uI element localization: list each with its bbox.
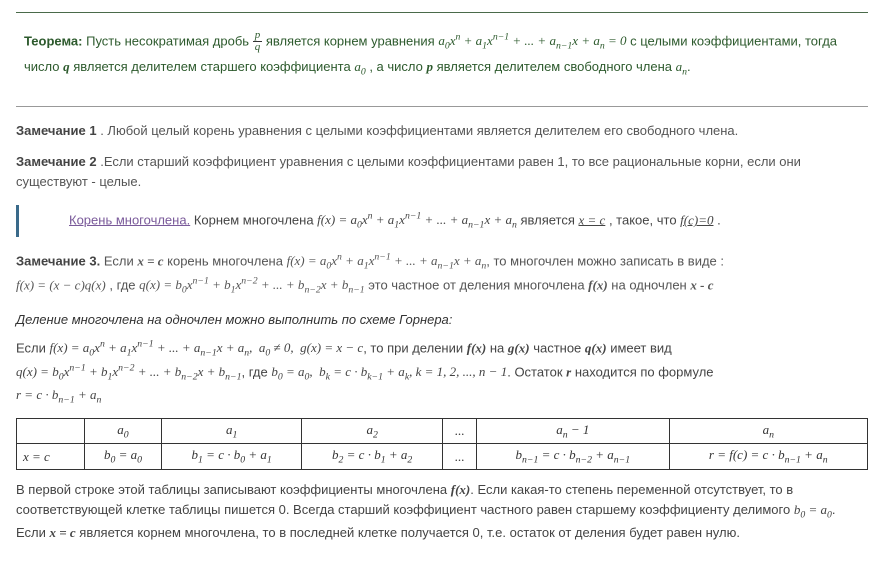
table-row-data: x = c b0 = a0 b1 = c · b0 + a1 b2 = c · … [17,444,868,470]
tr5: bn−1 = c · bn−2 + an−1 [477,444,669,470]
def-text-2: является [520,212,578,227]
th2: a1 [161,418,301,444]
th5: an − 1 [477,418,669,444]
remark3-label: Замечание 3. [16,253,100,268]
r3-text-3: , то многочлен можно записать в виде : [486,253,724,268]
hp-text-1: Если [16,340,49,355]
r3-line2-where: , где [109,277,139,292]
theorem-formula-1: a0xn + a1xn−1 + ... + an−1x + an = 0 [438,33,626,48]
hp-r-i: r [566,364,571,379]
th4: ... [442,418,476,444]
def-xc: x = c [579,212,606,227]
tr2: b1 = c · b0 + a1 [161,444,301,470]
definition-link[interactable]: Корень многочлена. [69,212,190,227]
theorem-period: . [687,59,691,74]
ft-fx-i: f(x) [451,482,471,497]
remark1-label: Замечание 1 [16,123,97,138]
frac-den: q [253,42,263,53]
hp-text-3: на [490,340,508,355]
tr0: x = c [17,444,85,470]
hp-line2-text2: находится по формуле [575,364,714,379]
def-text-3: , такое, что [609,212,680,227]
theorem-block: Теорема: Пусть несократимая дробь p q яв… [16,25,868,92]
theorem-text-2: является корнем уравнения [266,33,439,48]
remark-2: Замечание 2 .Если старший коэффициент ур… [16,152,868,191]
theorem-an: an [676,59,687,74]
ft-eq: b0 = a0 [794,502,832,517]
def-text-1: Корнем многочлена [194,212,317,227]
theorem-label: Теорема: [24,33,82,48]
hp-line3: r = c · bn−1 + an [16,387,101,402]
theorem-a0: a0 [354,59,365,74]
remark2-text: .Если старший коэффициент уравнения с це… [16,154,801,189]
hp-text-4: частное [533,340,585,355]
theorem-text-5: , а число [369,59,426,74]
r3-line2-qx: q(x) = b0xn−1 + b1xn−2 + ... + bn−2x + b… [139,277,365,292]
footer-para: В первой строке этой таблицы записывают … [16,480,868,543]
hp-line2-where: , где [242,364,272,379]
hp-line2-eq: b0 = a0, bk = c · bk−1 + ak, k = 1, 2, .… [271,364,507,379]
r3-text-2: корень многочлена [167,253,286,268]
top-rule [16,12,868,13]
hp-fx: f(x) = a0xn + a1xn−1 + ... + an−1x + an,… [49,340,363,355]
theorem-p-bold: p [427,59,434,74]
r3-xc-bold: x = c [137,253,163,268]
th1: a0 [85,418,162,444]
horner-title: Деление многочлена на одночлен можно вып… [16,312,868,327]
remark-1: Замечание 1 . Любой целый корень уравнен… [16,121,868,141]
r3-fx-bold: f(x) [588,277,608,292]
r3-xc-bold2: x - c [690,277,713,292]
tr1: b0 = a0 [85,444,162,470]
theorem-fraction: p q [253,30,263,53]
remark2-label: Замечание 2 [16,154,97,169]
remark1-text: . Любой целый корень уравнения с целыми … [97,123,739,138]
tr4: ... [442,444,476,470]
r3-fx: f(x) = a0xn + a1xn−1 + ... + an−1x + an [287,253,487,268]
remark-3: Замечание 3. Если x = c корень многочлен… [16,251,868,298]
theorem-q-bold: q [63,59,70,74]
def-text-4: . [717,212,721,227]
hp-line2-text: . Остаток [507,364,566,379]
theorem-text-1: Пусть несократимая дробь [86,33,253,48]
r3-text-1: Если [104,253,137,268]
theorem-text-6: является делителем свободного члена [437,59,676,74]
ft-text-4: является корнем многочлена, то в последн… [79,525,740,540]
hp-gx-i: g(x) [508,340,530,355]
th3: a2 [302,418,442,444]
hp-text-2: , то при делении [363,340,467,355]
tr6: r = f(c) = c · bn−1 + an [669,444,868,470]
horner-table: a0 a1 a2 ... an − 1 an x = c b0 = a0 b1 … [16,418,868,470]
hp-text-5: имеет вид [610,340,672,355]
def-fx: f(x) = a0xn + a1xn−1 + ... + an−1x + an [317,212,517,227]
r3-line2-text: это частное от деления многочлена [368,277,588,292]
ft-xc-bold: x = c [49,525,75,540]
r3-line2-fx: f(x) = (x − c)q(x) [16,277,106,292]
tr3: b2 = c · b1 + a2 [302,444,442,470]
hp-fx-i: f(x) [467,340,487,355]
mid-rule [16,106,868,107]
def-fc0: f(c)=0 [680,212,713,227]
theorem-text-4: является делителем старшего коэффициента [73,59,354,74]
table-row-header: a0 a1 a2 ... an − 1 an [17,418,868,444]
hp-line2: q(x) = b0xn−1 + b1xn−2 + ... + bn−2x + b… [16,364,242,379]
hp-qx-i: q(x) [585,340,607,355]
horner-para: Если f(x) = a0xn + a1xn−1 + ... + an−1x … [16,337,868,408]
th0 [17,418,85,444]
definition-block: Корень многочлена. Корнем многочлена f(x… [16,205,868,237]
r3-line2-text2: на одночлен [611,277,690,292]
th6: an [669,418,868,444]
ft-text-1: В первой строке этой таблицы записывают … [16,482,451,497]
